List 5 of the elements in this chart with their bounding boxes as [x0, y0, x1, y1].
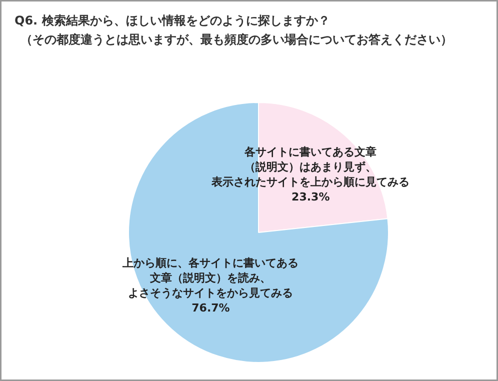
slice-label: 各サイトに書いてある文章（説明文）はあまり見ず、表示されたサイトを上から順に見てみる — [210, 145, 410, 188]
chart-title: Q6. 検索結果から、ほしい情報をどのように探しますか？（その都度違うとは思いますが、最も頻度の多い場合についてお答えください） — [14, 14, 452, 46]
data-label: 23.3% — [292, 190, 330, 204]
slice-label: 上から順に、各サイトに書いてある文章（説明文）を読み、よさそうなサイトをから見てみる — [122, 256, 299, 300]
data-label: 76.7% — [192, 302, 230, 315]
